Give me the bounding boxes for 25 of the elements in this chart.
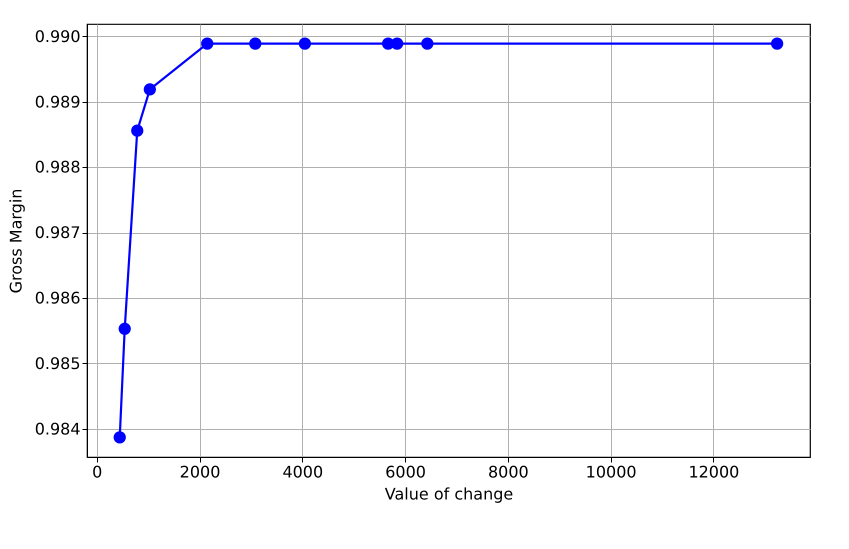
y-tick-label: 0.988: [34, 158, 80, 177]
y-tick-label: 0.990: [34, 26, 80, 46]
point: [770, 38, 784, 50]
point: [201, 38, 214, 50]
y-tick-label: 0.984: [34, 419, 80, 438]
point: [118, 322, 131, 335]
x-tick-label: 0: [92, 462, 102, 482]
x-tick-label: 8000: [488, 462, 529, 482]
point: [249, 38, 262, 50]
y-tick-label: 0.986: [34, 288, 80, 308]
y-axis-title: Gross Margin: [6, 188, 26, 294]
point: [421, 38, 434, 50]
y-tick-label: 0.989: [34, 92, 80, 112]
x-axis-title: Value of change: [384, 484, 514, 504]
x-tick-label: 2000: [180, 462, 220, 482]
point: [144, 83, 156, 96]
point: [298, 38, 311, 50]
point: [114, 431, 126, 444]
y-tick-label: 0.985: [34, 354, 80, 373]
x-tick-label: 6000: [385, 462, 426, 482]
x-tick-label: 12000: [688, 462, 740, 482]
y-tick-label: 0.987: [34, 223, 80, 242]
point: [131, 124, 144, 137]
x-tick-label: 10000: [586, 462, 637, 482]
x-tick-label: 4000: [282, 462, 324, 482]
